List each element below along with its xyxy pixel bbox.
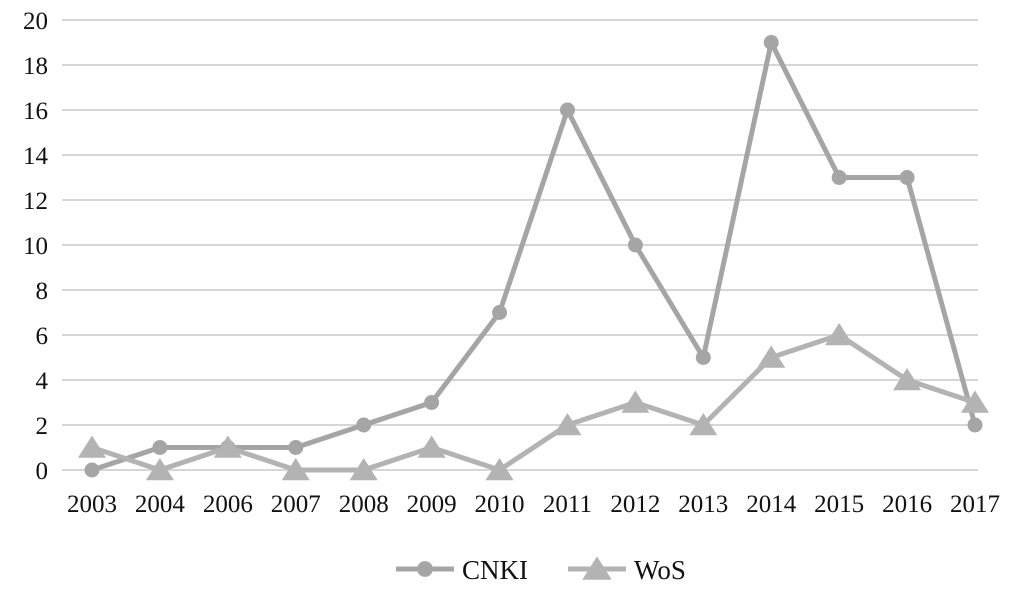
data-point-cnki <box>424 395 440 410</box>
data-point-cnki <box>899 170 915 185</box>
y-tick-label: 4 <box>36 368 49 395</box>
data-point-cnki <box>356 417 372 433</box>
data-point-wos <box>349 458 378 481</box>
x-tick-label: 2017 <box>950 491 1000 518</box>
x-tick-label: 2016 <box>882 491 932 518</box>
x-tick-label: 2004 <box>135 491 186 518</box>
y-tick-label: 10 <box>23 233 48 260</box>
x-tick-label: 2010 <box>475 491 525 518</box>
data-point-wos <box>213 435 242 458</box>
x-tick-label: 2007 <box>271 491 321 518</box>
data-point-wos <box>825 323 854 346</box>
y-tick-label: 6 <box>36 323 49 350</box>
data-point-wos <box>893 368 922 391</box>
data-point-cnki <box>84 462 100 478</box>
series-line-cnki <box>89 40 978 473</box>
y-axis-ticks: 0 2 4 6 8 10 12 14 16 18 20 <box>23 8 49 485</box>
y-tick-label: 18 <box>23 53 48 80</box>
data-point-wos <box>145 458 174 481</box>
x-tick-label: 2008 <box>339 491 389 518</box>
data-point-wos <box>621 390 650 413</box>
legend-swatch-marker <box>417 561 433 577</box>
series-line-wos <box>89 332 978 473</box>
data-point-wos <box>78 435 106 458</box>
y-tick-label: 14 <box>23 143 49 170</box>
data-point-wos <box>757 345 786 368</box>
legend: CNKI WoS <box>396 555 686 585</box>
data-point-cnki <box>763 35 779 50</box>
series-group <box>78 35 989 481</box>
data-point-wos <box>485 458 514 481</box>
x-tick-label: 2015 <box>814 491 864 518</box>
data-point-wos <box>961 390 989 413</box>
legend-swatch-marker <box>582 556 612 580</box>
legend-item-wos: WoS <box>568 555 686 585</box>
data-point-cnki <box>288 440 304 455</box>
series-wos <box>78 323 989 481</box>
series-cnki <box>84 35 983 478</box>
y-tick-label: 0 <box>36 458 49 485</box>
y-tick-label: 20 <box>23 8 48 35</box>
data-point-cnki <box>152 440 168 455</box>
data-point-wos <box>417 435 446 458</box>
data-point-wos <box>553 413 582 436</box>
data-point-cnki <box>492 305 508 320</box>
y-tick-label: 2 <box>36 413 49 440</box>
legend-label: WoS <box>634 555 686 585</box>
legend-label: CNKI <box>462 555 528 585</box>
data-point-cnki <box>967 417 983 433</box>
data-point-cnki <box>831 170 847 185</box>
y-tick-label: 12 <box>23 188 48 215</box>
data-point-wos <box>689 413 718 436</box>
y-tick-label: 16 <box>23 98 48 125</box>
x-tick-label: 2009 <box>407 491 457 518</box>
x-tick-label: 2006 <box>203 491 253 518</box>
data-point-cnki <box>627 237 643 253</box>
data-point-cnki <box>695 350 711 365</box>
y-tick-label: 8 <box>36 278 49 305</box>
x-tick-label: 2013 <box>678 491 728 518</box>
data-point-wos <box>281 458 310 481</box>
x-axis-ticks: 2003 2004 2006 2007 2008 2009 2010 2011 2012 2013… <box>67 491 1000 518</box>
x-tick-label: 2011 <box>543 491 592 518</box>
x-tick-label: 2003 <box>67 491 117 518</box>
legend-item-cnki: CNKI <box>396 555 528 585</box>
data-point-cnki <box>559 102 575 118</box>
x-tick-label: 2012 <box>610 491 660 518</box>
x-tick-label: 2014 <box>746 491 797 518</box>
